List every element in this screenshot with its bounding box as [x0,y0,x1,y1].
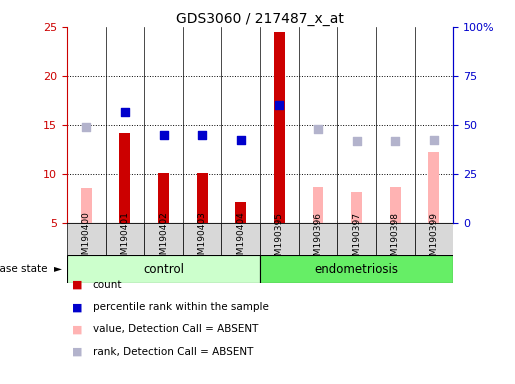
Bar [119,132,130,223]
Bar [221,223,260,255]
Text: count: count [93,280,122,290]
Text: ■: ■ [72,302,82,312]
Bar [260,255,453,283]
Bar [351,192,362,223]
Bar [81,189,92,223]
Text: disease state  ►: disease state ► [0,264,62,274]
Text: GSM190404: GSM190404 [236,212,245,266]
Bar [197,173,208,223]
Text: GSM190397: GSM190397 [352,212,361,266]
Point [198,131,206,138]
Point [159,131,167,138]
Text: ■: ■ [72,324,82,334]
Bar [428,152,439,223]
Text: GSM190402: GSM190402 [159,212,168,266]
Text: control: control [143,263,184,276]
Text: GSM190396: GSM190396 [314,212,322,266]
Bar [337,223,376,255]
Text: GSM190400: GSM190400 [82,212,91,266]
Bar [67,223,106,255]
Bar [274,32,285,223]
Text: GSM190395: GSM190395 [275,212,284,266]
Point [391,138,400,144]
Text: value, Detection Call = ABSENT: value, Detection Call = ABSENT [93,324,258,334]
Bar [183,223,221,255]
Point [352,138,360,144]
Bar [235,202,246,223]
Bar [313,187,323,223]
Text: percentile rank within the sample: percentile rank within the sample [93,302,269,312]
Bar [376,223,415,255]
Text: GSM190399: GSM190399 [430,212,438,266]
Text: endometriosis: endometriosis [315,263,399,276]
Point [121,109,129,115]
Bar [106,223,144,255]
Bar [299,223,337,255]
Point [314,126,322,132]
Text: rank, Detection Call = ABSENT: rank, Detection Call = ABSENT [93,347,253,357]
Point [430,137,438,144]
Bar [158,173,169,223]
Text: ■: ■ [72,347,82,357]
Text: GSM190401: GSM190401 [121,212,129,266]
Bar [390,187,401,223]
Bar [260,223,299,255]
Text: GSM190403: GSM190403 [198,212,207,266]
Bar [67,255,260,283]
Point [236,137,245,144]
Point [275,102,283,108]
Point [82,124,91,130]
Text: GSM190398: GSM190398 [391,212,400,266]
Title: GDS3060 / 217487_x_at: GDS3060 / 217487_x_at [176,12,344,26]
Bar [144,223,183,255]
Bar [415,223,453,255]
Text: ■: ■ [72,280,82,290]
